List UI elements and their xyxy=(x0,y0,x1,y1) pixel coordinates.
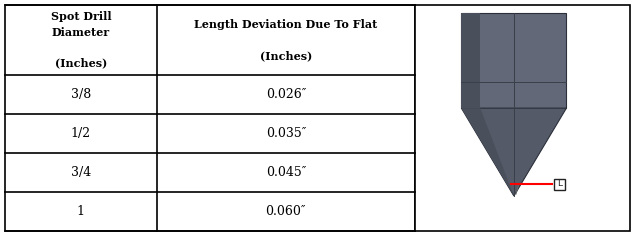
Bar xyxy=(415,5,630,231)
Bar xyxy=(462,13,480,108)
Text: Spot Drill
Diameter

(Inches): Spot Drill Diameter (Inches) xyxy=(51,11,111,69)
Text: 1: 1 xyxy=(77,205,85,218)
Text: 0.026″: 0.026″ xyxy=(265,88,306,101)
Text: 0.045″: 0.045″ xyxy=(265,166,306,179)
Polygon shape xyxy=(462,108,566,196)
Text: 0.060″: 0.060″ xyxy=(265,205,306,218)
Text: 3/8: 3/8 xyxy=(70,88,91,101)
Bar xyxy=(462,13,566,108)
Text: Length Deviation Due To Flat

(Inches): Length Deviation Due To Flat (Inches) xyxy=(194,19,377,61)
Text: 1/2: 1/2 xyxy=(70,127,91,140)
Bar xyxy=(554,178,565,190)
Text: L: L xyxy=(557,180,562,189)
Text: 3/4: 3/4 xyxy=(70,166,91,179)
Polygon shape xyxy=(462,108,514,196)
Bar xyxy=(5,5,415,231)
Text: 0.035″: 0.035″ xyxy=(265,127,306,140)
